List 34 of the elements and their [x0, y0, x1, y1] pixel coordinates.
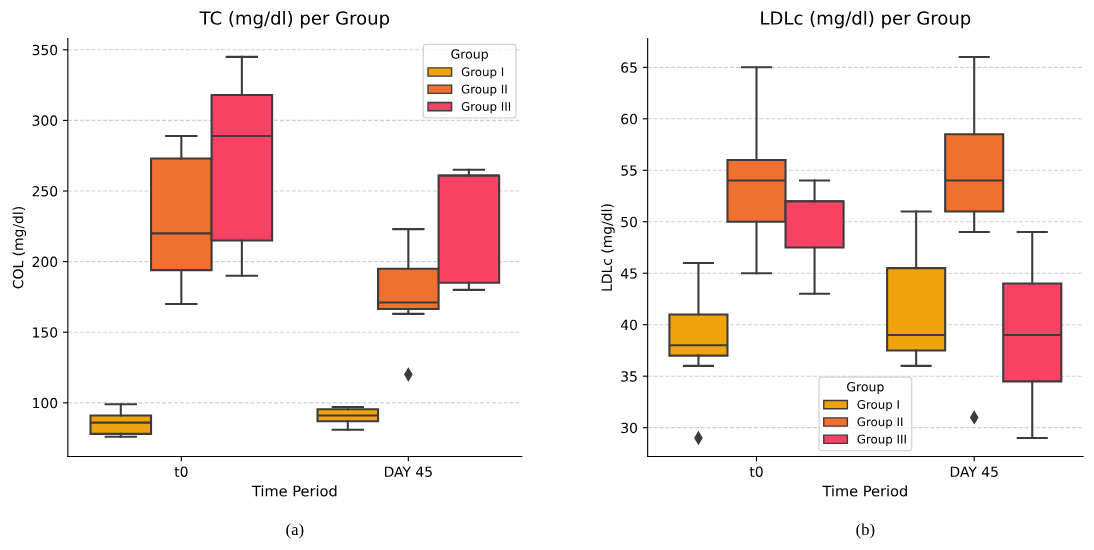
y-tick-label: 300: [32, 115, 58, 126]
chart-title: TC (mg/dl) per Group: [199, 10, 390, 29]
y-tick-label: 150: [33, 327, 58, 338]
y-tick-label: 100: [33, 397, 58, 409]
legend-label: Group I: [857, 400, 899, 412]
x-axis-title: Time Period: [251, 485, 337, 497]
y-tick-label: 50: [621, 216, 637, 228]
x-tick-label: t0: [749, 466, 763, 477]
text: (b): [856, 523, 875, 539]
y-axis-title: COL (mg/dl): [12, 207, 27, 289]
y-tick-label: 35: [621, 371, 637, 382]
chart-title: LDLc (mg/dl) per Group: [761, 10, 971, 29]
text: (a): [286, 523, 304, 539]
legend-label: Group III: [461, 101, 511, 114]
x-tick-label: DAY 45: [384, 466, 432, 477]
x-tick-label: DAY 45: [950, 466, 998, 477]
y-tick-label: 30: [621, 422, 637, 434]
y-axis-title: LDLc (mg/dl): [601, 204, 615, 291]
y-tick-label: 60: [621, 113, 637, 125]
legend-title: Group: [847, 382, 884, 394]
y-tick-label: 45: [620, 268, 637, 279]
y-tick-label: 65: [621, 62, 637, 73]
legend-label: Group III: [857, 434, 906, 446]
y-tick-label: 200: [32, 256, 58, 268]
y-tick-label: 350: [32, 44, 58, 56]
legend-title: Group: [451, 49, 488, 62]
legend-label: Group II: [461, 84, 507, 96]
x-axis-title: Time Period: [822, 485, 907, 497]
x-tick-label: t0: [174, 466, 188, 477]
y-tick-label: 55: [621, 165, 637, 176]
y-tick-label: 250: [32, 185, 58, 197]
y-tick-label: 40: [620, 319, 637, 331]
legend-label: Group II: [857, 417, 903, 429]
legend-label: Group I: [461, 67, 504, 79]
